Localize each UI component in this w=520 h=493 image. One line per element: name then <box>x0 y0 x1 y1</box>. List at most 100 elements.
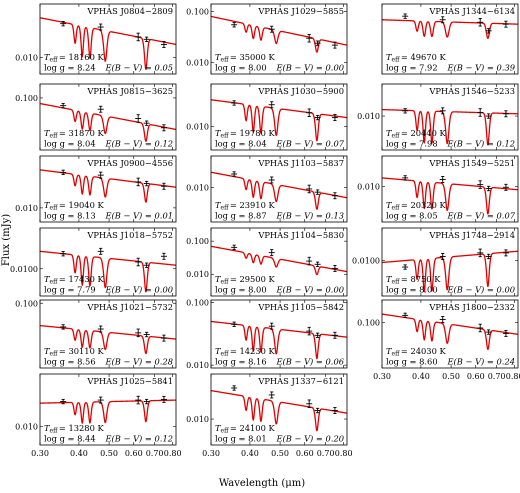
photometry-point <box>231 321 238 327</box>
ebv-label: E(B − V) = 0.00 <box>104 285 173 295</box>
x-tick-label: 0.80 <box>164 449 182 458</box>
y-tick-label: 0.010 <box>186 122 209 131</box>
panel-frame <box>210 373 348 446</box>
model-spectrum-line <box>382 313 518 351</box>
model-spectrum-line <box>382 177 518 215</box>
photometry-point <box>402 175 409 181</box>
y-tick-label: 0.010 <box>15 423 38 432</box>
star-name-label: VPHAS J1018−5752 <box>86 230 173 240</box>
y-tick-label: 0.100 <box>186 237 209 246</box>
star-name-label: VPHAS J1030−5900 <box>257 86 344 96</box>
ebv-label: E(B − V) = 0.13 <box>275 211 344 221</box>
photometry-point <box>60 324 67 330</box>
sed-panel: 0.010 0.100 VPHAS J1105−5842 Teff = 14230 Kl… <box>186 299 348 370</box>
photometry-point <box>306 108 313 117</box>
x-tick-label: 0.60 <box>467 372 485 381</box>
model-spectrum-line <box>211 15 347 53</box>
photometry-point <box>143 398 150 405</box>
photometry-point <box>231 22 238 28</box>
model-spectrum-line <box>211 320 347 360</box>
panel-frame <box>39 227 177 297</box>
panel-frame <box>210 227 348 297</box>
y-tick-label: 0.010 <box>186 415 209 424</box>
star-name-label: VPHAS J1025−5841 <box>86 376 173 386</box>
x-tick-label: 0.60 <box>125 449 143 458</box>
sed-panel: 0.010 0.100 VPHAS J1029−5855 Teff = 35000 Kl… <box>186 3 348 75</box>
photometry-point <box>160 395 167 403</box>
panel-frame <box>210 299 348 369</box>
teff-label: Teff = 19040 K <box>44 200 104 212</box>
star-name-label: VPHAS J1344−6134 <box>428 6 515 16</box>
x-tick-label: 0.80 <box>335 449 353 458</box>
photometry-point <box>439 176 446 183</box>
teff-label: Teff = 24030 K <box>386 346 446 358</box>
y-tick-label: 0.010 <box>186 361 209 370</box>
x-tick-label: 0.70 <box>317 449 335 458</box>
model-spectrum-line <box>382 250 518 293</box>
logg-label: log g = 8.56 <box>44 357 96 367</box>
photometry-point <box>477 180 484 189</box>
photometry-point <box>485 28 492 34</box>
photometry-point <box>143 120 150 126</box>
photometry-point <box>135 32 142 42</box>
photometry-point <box>331 264 338 272</box>
x-tick-label: 0.30 <box>202 449 220 458</box>
model-spectrum-line <box>211 245 347 276</box>
photometry-point <box>331 407 338 414</box>
panel-frame <box>39 155 177 223</box>
ebv-label: E(B − V) = 0.28 <box>104 357 173 367</box>
sed-panel: 0.30 0.40 0.50 0.60 0.70 0.80 0.010 VPHAS J1337… <box>186 373 353 458</box>
logg-label: log g = 8.24 <box>44 63 96 73</box>
ebv-label: E(B − V) = 0.00 <box>275 63 344 73</box>
teff-label: Teff = 8750 K <box>386 274 441 286</box>
photometry-point <box>331 331 338 339</box>
x-tick-label: 0.70 <box>146 449 164 458</box>
photometry-point <box>314 407 321 414</box>
photometry-point <box>60 251 67 257</box>
x-tick-label: 0.40 <box>241 449 259 458</box>
photometry-point <box>331 114 338 122</box>
photometry-point <box>143 180 150 187</box>
photometry-point <box>314 189 321 195</box>
photometry-point <box>135 395 142 405</box>
star-name-label: VPHAS J0815−3625 <box>86 86 173 96</box>
photometry-point <box>97 396 104 404</box>
model-spectrum-line <box>40 399 176 424</box>
photometry-point <box>306 33 313 43</box>
ebv-label: E(B − V) = 0.12 <box>446 139 515 149</box>
photometry-point <box>160 252 167 260</box>
photometry-point <box>268 101 275 109</box>
x-axis-label: Wavelength (μm) <box>219 478 305 489</box>
y-tick-label: 0.100 <box>15 299 38 308</box>
photometry-point <box>439 316 446 323</box>
teff-label: Teff = 24100 K <box>215 423 275 435</box>
logg-label: log g = 8.00 <box>215 285 267 295</box>
logg-label: log g = 8.87 <box>215 211 267 221</box>
panel-frame <box>381 155 519 223</box>
y-tick-label: 0.100 <box>15 94 38 103</box>
x-tick-label: 0.50 <box>442 372 460 381</box>
photometry-point <box>231 100 238 106</box>
logg-label: log g = 8.60 <box>386 357 438 367</box>
ebv-label: E(B − V) = 0.07 <box>446 211 515 221</box>
star-name-label: VPHAS J1337−6121 <box>257 376 344 386</box>
x-tick-label: 0.60 <box>296 449 314 458</box>
y-tick-label: 0.100 <box>357 319 380 328</box>
photometry-point <box>97 105 104 113</box>
logg-label: log g = 7.98 <box>386 139 438 149</box>
photometry-point <box>160 40 167 48</box>
panel-frame <box>39 299 177 369</box>
photometry-point <box>485 113 492 119</box>
photometry-point <box>231 385 238 391</box>
star-name-label: VPHAS J1546−5233 <box>428 86 515 96</box>
photometry-point <box>314 114 321 121</box>
ebv-label: E(B − V) = 0.24 <box>446 357 515 367</box>
y-tick-label: 0.010 <box>357 183 380 192</box>
